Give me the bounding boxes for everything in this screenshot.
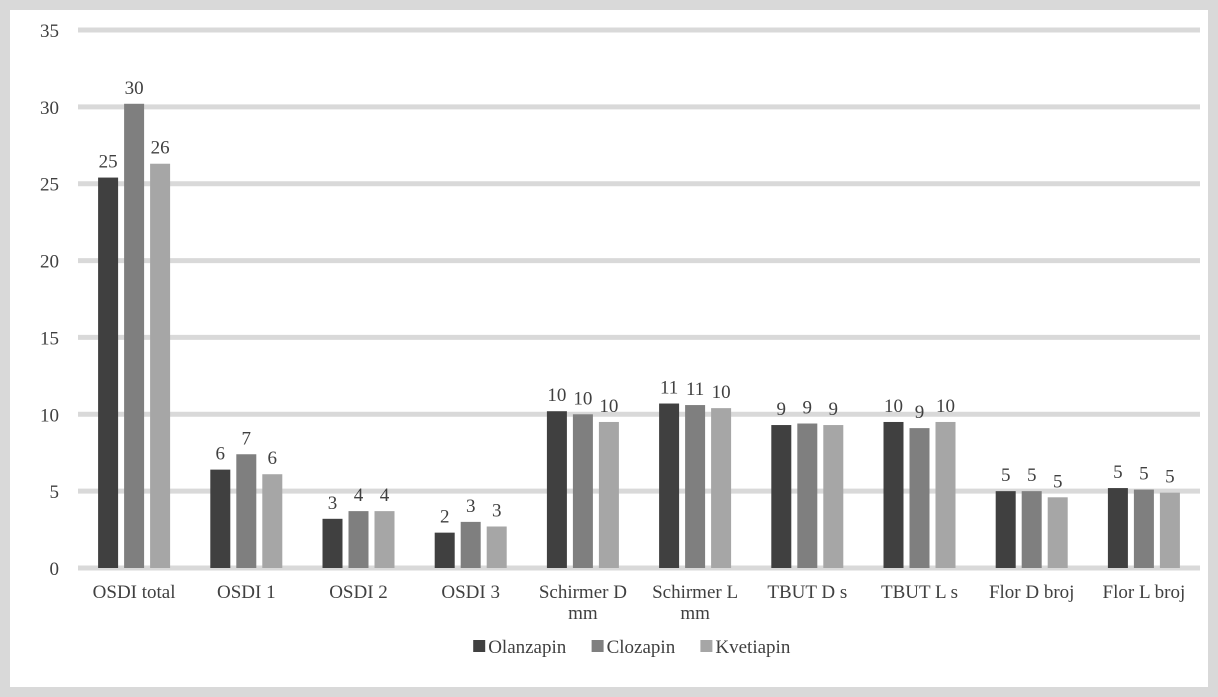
bar-kvetiapin-8 (1047, 497, 1068, 568)
legend-swatch-kvetiapin (700, 640, 713, 652)
y-tick-label: 0 (50, 559, 60, 580)
data-label: 3 (328, 493, 338, 514)
bar-olanzapin-0 (98, 177, 119, 568)
bar-clozapin-5 (685, 405, 706, 568)
x-category-label: TBUT L s (881, 582, 958, 603)
bar-clozapin-1 (236, 454, 257, 568)
x-category-label: OSDI 3 (441, 582, 500, 603)
data-label: 10 (884, 396, 903, 417)
bar-kvetiapin-3 (486, 526, 507, 568)
data-label: 9 (777, 399, 787, 420)
data-label: 2 (440, 507, 450, 528)
y-axis-ticks: 0 5 10 15 20 25 30 35 (40, 21, 59, 580)
data-label: 5 (1027, 465, 1037, 486)
data-label: 5 (1053, 471, 1063, 492)
data-label: 4 (354, 485, 364, 506)
data-label: 11 (686, 379, 704, 400)
bar-olanzapin-6 (771, 425, 792, 568)
x-category-label: mm (680, 603, 710, 624)
data-label: 5 (1113, 462, 1123, 483)
x-axis-categories: OSDI total OSDI 1 OSDI 2 OSDI 3 Schirmer Dmm… (93, 582, 1186, 624)
data-label: 10 (712, 382, 731, 403)
data-label: 3 (492, 500, 502, 521)
y-tick-label: 20 (40, 252, 59, 273)
legend-swatch-olanzapin (473, 640, 486, 652)
data-label: 9 (803, 398, 813, 419)
bar-clozapin-2 (348, 511, 369, 568)
data-label: 10 (547, 385, 566, 406)
x-category-label: OSDI 2 (329, 582, 388, 603)
bar-olanzapin-9 (1107, 488, 1128, 568)
data-label: 10 (936, 396, 955, 417)
data-label: 6 (216, 444, 226, 465)
bar-olanzapin-1 (210, 469, 231, 568)
bar-olanzapin-3 (434, 532, 455, 568)
x-category-label: OSDI total (93, 582, 176, 603)
bar-kvetiapin-2 (374, 511, 395, 568)
data-label: 7 (242, 428, 252, 449)
data-label: 9 (915, 402, 925, 423)
bar-olanzapin-8 (995, 491, 1016, 568)
y-tick-label: 30 (40, 98, 59, 119)
legend-label-olanzapin: Olanzapin (488, 637, 567, 658)
bar-clozapin-7 (909, 428, 930, 568)
y-tick-label: 35 (40, 21, 59, 42)
y-tick-label: 15 (40, 328, 59, 349)
data-label: 4 (380, 485, 390, 506)
legend-label-kvetiapin: Kvetiapin (715, 637, 790, 658)
bars (98, 103, 1180, 568)
chart-frame: 0 5 10 15 20 25 30 35 25 30 26 6 7 6 3 4 4 2 3 3 10 10 10 11 11… (10, 10, 1208, 687)
bar-olanzapin-7 (883, 421, 904, 568)
data-label: 5 (1165, 467, 1175, 488)
bar-olanzapin-4 (546, 411, 567, 568)
data-label: 10 (599, 396, 618, 417)
bar-olanzapin-5 (659, 403, 680, 568)
x-category-label: Schirmer D (539, 582, 627, 603)
bar-kvetiapin-4 (598, 421, 619, 568)
data-label: 3 (466, 496, 476, 517)
data-label: 10 (573, 388, 592, 409)
legend-swatch-clozapin (591, 640, 604, 652)
bar-clozapin-6 (797, 423, 818, 568)
bar-clozapin-0 (124, 103, 145, 568)
bar-kvetiapin-9 (1159, 492, 1180, 568)
bar-clozapin-3 (460, 521, 481, 568)
y-tick-label: 25 (40, 175, 59, 196)
bar-kvetiapin-6 (823, 425, 844, 568)
bar-clozapin-8 (1021, 491, 1042, 568)
x-category-label: OSDI 1 (217, 582, 276, 603)
bar-kvetiapin-1 (262, 474, 283, 568)
bar-kvetiapin-7 (935, 421, 956, 568)
data-label: 9 (829, 399, 839, 420)
bar-clozapin-9 (1133, 489, 1154, 568)
data-label: 26 (151, 138, 170, 159)
bar-kvetiapin-0 (150, 163, 171, 568)
legend: Olanzapin Clozapin Kvetiapin (473, 637, 791, 658)
y-tick-label: 10 (40, 405, 59, 426)
data-label: 25 (99, 152, 118, 173)
data-label: 30 (125, 78, 144, 99)
bar-clozapin-4 (572, 414, 593, 568)
bar-kvetiapin-5 (711, 408, 732, 568)
bar-olanzapin-2 (322, 518, 343, 568)
data-label: 6 (268, 448, 278, 469)
data-label: 11 (660, 378, 678, 399)
x-category-label: mm (568, 603, 598, 624)
legend-label-clozapin: Clozapin (607, 637, 676, 658)
x-category-label: Flor D broj (989, 582, 1075, 603)
data-label: 5 (1139, 464, 1149, 485)
x-category-label: TBUT D s (767, 582, 847, 603)
data-label: 5 (1001, 465, 1011, 486)
x-category-label: Schirmer L (652, 582, 738, 603)
x-category-label: Flor L broj (1103, 582, 1186, 603)
y-tick-label: 5 (50, 482, 60, 503)
